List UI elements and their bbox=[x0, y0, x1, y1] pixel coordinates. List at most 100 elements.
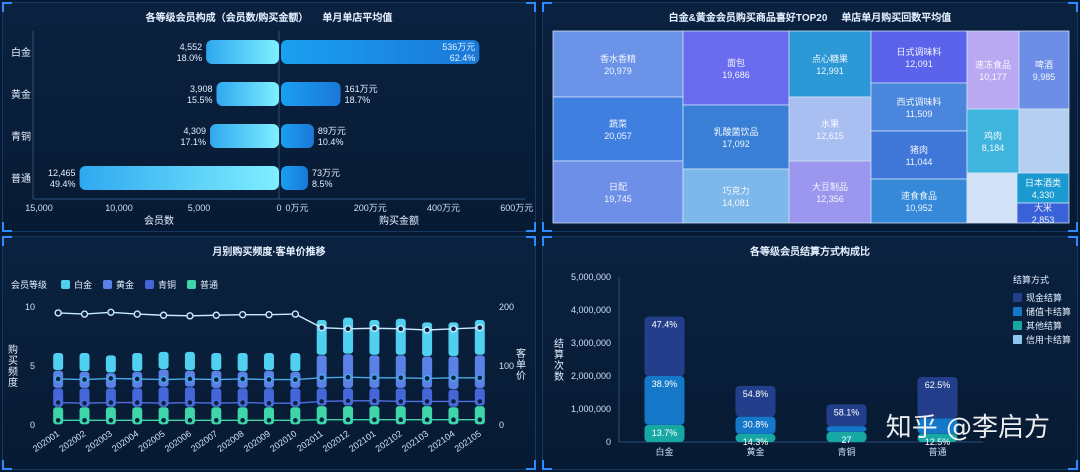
trend-point bbox=[318, 397, 326, 406]
trend-point bbox=[397, 325, 405, 333]
trend-point bbox=[318, 415, 326, 424]
member-count-bar bbox=[79, 166, 279, 190]
left-tick-label: 0 bbox=[276, 203, 281, 213]
stacked-bar-segment bbox=[343, 354, 354, 388]
legend-title: 结算方式 bbox=[1013, 274, 1049, 285]
treemap-cell bbox=[870, 130, 968, 180]
payment-bar-segment bbox=[644, 376, 685, 425]
amount-value-label: 161万元 bbox=[345, 84, 378, 94]
x-tick-label: 白金 bbox=[655, 446, 673, 457]
member-count-bar bbox=[206, 40, 279, 64]
stacked-bar-segment bbox=[53, 353, 64, 371]
category-label: 黄金 bbox=[11, 88, 31, 101]
trend-point bbox=[423, 397, 431, 406]
trend-point bbox=[107, 308, 115, 317]
right-axis-title-char: 客 bbox=[516, 347, 526, 360]
legend-swatch bbox=[61, 280, 70, 289]
treemap-cell bbox=[870, 82, 968, 132]
y-tick-label: 3,000,000 bbox=[571, 338, 611, 348]
treemap-cell-value: 19,686 bbox=[722, 70, 750, 80]
panel3-title: 月别购买频度·客单价推移 bbox=[212, 247, 326, 258]
x-tick-label: 202105 bbox=[453, 428, 483, 453]
treemap-cell-value: 4,330 bbox=[1032, 190, 1055, 200]
y-tick-label: 0 bbox=[606, 437, 611, 447]
payment-pct-label: 62.5% bbox=[925, 380, 951, 390]
category-label: 青铜 bbox=[11, 130, 31, 143]
right-tick-label: 100 bbox=[499, 361, 514, 371]
treemap-cell-name: 水果 bbox=[821, 118, 839, 129]
treemap-cell bbox=[788, 160, 872, 224]
stacked-bar-segment bbox=[474, 355, 485, 388]
stacked-bar-segment bbox=[316, 355, 327, 388]
stacked-bar-segment bbox=[211, 353, 222, 371]
trend-point bbox=[107, 374, 115, 383]
trend-point bbox=[159, 399, 168, 407]
payment-bar-segment bbox=[917, 433, 958, 442]
treemap-cell-name: 蔬菜 bbox=[609, 118, 627, 129]
amount-pct-label: 10.4% bbox=[318, 137, 344, 147]
trend-point bbox=[54, 398, 62, 407]
trend-point bbox=[476, 374, 484, 382]
amount-pct-label: 18.7% bbox=[345, 95, 371, 105]
left-tick-label: 0 bbox=[30, 420, 35, 430]
x-tick-label: 青铜 bbox=[837, 446, 855, 457]
payment-bar-segment bbox=[735, 433, 776, 442]
trend-point bbox=[449, 397, 458, 406]
trend-point bbox=[318, 323, 326, 332]
treemap-cell-name: 巧克力 bbox=[722, 185, 749, 196]
treemap-cell bbox=[788, 30, 872, 98]
trend-point bbox=[186, 416, 194, 424]
legend-swatch bbox=[187, 280, 196, 289]
amount-value-label: 89万元 bbox=[318, 126, 346, 136]
left-axis-title-char: 买 bbox=[8, 355, 18, 367]
amount-value-label: 536万元 bbox=[442, 42, 475, 52]
stacked-bar-segment bbox=[132, 353, 143, 372]
treemap-cell-name: 鸡肉 bbox=[984, 130, 1002, 141]
payment-pct-label: 14.3% bbox=[743, 437, 769, 447]
trend-point bbox=[133, 416, 141, 424]
x-tick-label: 普通 bbox=[928, 446, 946, 457]
stacked-bar-segment bbox=[158, 351, 169, 369]
stacked-bar-segment bbox=[184, 351, 195, 371]
legend-label: 青铜 bbox=[158, 279, 176, 290]
treemap-cell-value: 19,745 bbox=[604, 194, 632, 204]
treemap-cell-value: 12,615 bbox=[816, 131, 844, 141]
payment-bar-segment bbox=[826, 426, 867, 432]
treemap-cell-name: 大豆制品 bbox=[812, 181, 848, 192]
y-tick-label: 2,000,000 bbox=[571, 371, 611, 381]
amount-pct-label: 8.5% bbox=[312, 179, 333, 189]
trend-point bbox=[107, 416, 115, 424]
trend-point bbox=[186, 312, 194, 320]
left-axis-title: 会员数 bbox=[144, 214, 174, 227]
legend-swatch bbox=[1013, 293, 1022, 302]
trend-point bbox=[370, 415, 379, 424]
legend-label: 现金结算 bbox=[1026, 292, 1062, 303]
legend-label: 白金 bbox=[74, 279, 92, 290]
trend-point bbox=[212, 375, 220, 384]
stacked-bar-segment bbox=[343, 317, 354, 354]
payment-bar-segment bbox=[735, 385, 776, 417]
treemap-cell-name: 西式调味料 bbox=[896, 96, 941, 107]
category-label: 白金 bbox=[11, 46, 31, 59]
trend-point bbox=[370, 397, 379, 405]
panel2-title-left: 白金&黄金会员购买商品喜好TOP20 bbox=[668, 13, 828, 24]
treemap-cell-value: 20,057 bbox=[604, 131, 632, 141]
treemap-cell-name: 日本酒类 bbox=[1025, 177, 1061, 188]
x-tick-label: 202103 bbox=[400, 428, 430, 453]
x-tick-label: 202005 bbox=[136, 428, 166, 453]
x-tick-label: 202009 bbox=[242, 428, 272, 453]
x-tick-label: 黄金 bbox=[746, 446, 764, 457]
product-preference-panel: 白金&黄金会员购买商品喜好TOP20 单店单月购买回数平均值 香水香精 20,97… bbox=[542, 2, 1078, 232]
trend-point bbox=[476, 323, 484, 332]
treemap-cell-name: 点心糖果 bbox=[812, 53, 848, 64]
treemap-cell-value: 11,509 bbox=[906, 109, 933, 119]
treemap-cell bbox=[682, 30, 790, 106]
x-tick-label: 202012 bbox=[321, 428, 351, 453]
x-tick-label: 202104 bbox=[426, 428, 456, 453]
legend-label: 其他结算 bbox=[1026, 320, 1062, 331]
right-tick-label: 600万元 bbox=[500, 203, 533, 213]
trend-point bbox=[54, 416, 62, 424]
trend-point bbox=[423, 326, 431, 334]
stacked-bar-segment bbox=[237, 353, 248, 372]
legend-label: 普通 bbox=[200, 279, 218, 290]
